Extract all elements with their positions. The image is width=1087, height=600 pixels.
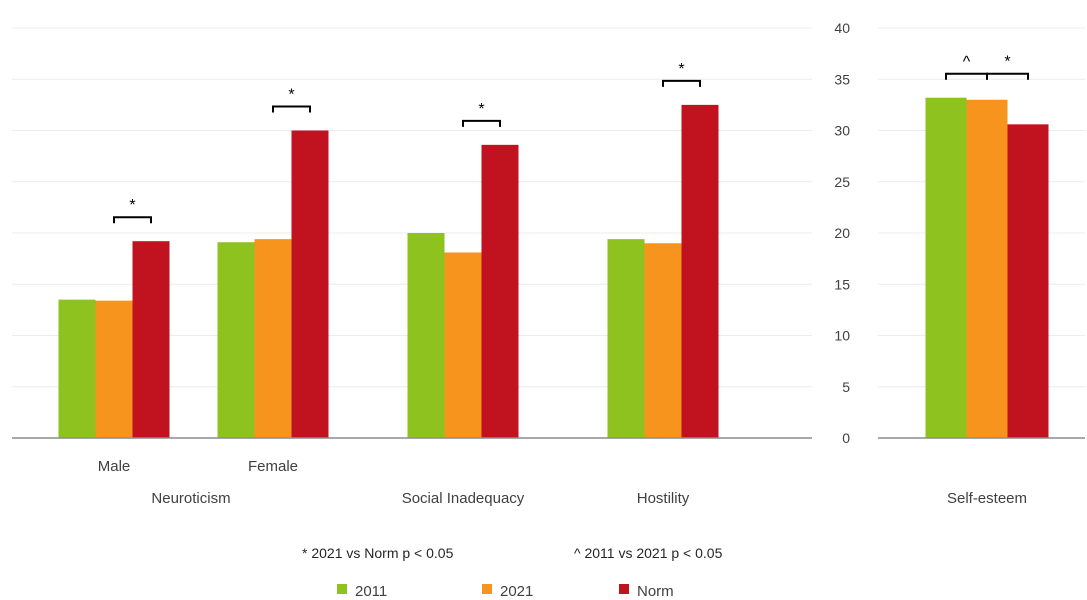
y-tick-label: 30 [834, 123, 850, 139]
significance-bracket [662, 79, 701, 87]
bar-norm [291, 130, 329, 438]
significance-marker: * [288, 87, 294, 104]
significance-marker: ^ [963, 54, 971, 71]
note-star: * 2021 vs Norm p < 0.05 [302, 545, 454, 561]
significance-brackets: * * * * ^ * [113, 54, 1029, 224]
significance-marker: * [478, 101, 484, 118]
legend-swatch-2011 [337, 584, 347, 594]
significance-marker: * [678, 61, 684, 78]
legend-swatch-norm [619, 584, 629, 594]
category-label: Male [98, 458, 131, 475]
bar-2021 [95, 300, 133, 438]
bar-2021 [254, 239, 292, 438]
bar-2011 [407, 233, 445, 438]
y-tick-label: 25 [834, 174, 850, 190]
bar-norm [681, 104, 719, 438]
gridlines [12, 27, 1085, 388]
significance-bracket [113, 216, 152, 224]
bars [58, 97, 1049, 438]
bar-2021 [966, 99, 1008, 438]
bar-2011 [925, 97, 967, 438]
y-tick-label: 20 [834, 225, 850, 241]
legend-label-2011: 2011 [355, 583, 387, 600]
significance-bracket [986, 72, 1029, 80]
legend-label-norm: Norm [637, 583, 674, 600]
bar-2011 [58, 299, 96, 438]
bar-2011 [607, 239, 645, 438]
y-tick-label: 0 [842, 430, 850, 446]
y-tick-label: 5 [842, 379, 850, 395]
bar-norm [1007, 124, 1049, 438]
category-group-label: Neuroticism [151, 490, 230, 507]
significance-bracket [462, 119, 501, 127]
bar-2021 [644, 243, 682, 438]
category-label: Self-esteem [947, 490, 1027, 507]
y-tick-label: 15 [834, 276, 850, 292]
bar-2021 [444, 252, 482, 438]
y-tick-label: 35 [834, 71, 850, 87]
significance-bracket [272, 105, 311, 113]
note-caret: ^ 2011 vs 2021 p < 0.05 [574, 545, 723, 561]
bar-2011 [217, 242, 255, 438]
axes: 0 5 10 15 20 25 30 35 40 [12, 20, 1085, 446]
legend-swatch-2021 [482, 584, 492, 594]
legend-label-2021: 2021 [500, 583, 533, 600]
significance-marker: * [129, 197, 135, 214]
category-label: Hostility [637, 490, 690, 507]
category-label: Social Inadequacy [402, 490, 525, 507]
legend: 2011 2021 Norm [337, 583, 674, 600]
category-label: Female [248, 458, 298, 475]
bar-norm [481, 144, 519, 438]
y-tick-label: 10 [834, 328, 850, 344]
significance-marker: * [1004, 54, 1010, 71]
labels: Male Neuroticism Female Social Inadequacy Ho… [98, 458, 1027, 507]
bar-norm [132, 241, 170, 438]
y-tick-label: 40 [834, 20, 850, 36]
